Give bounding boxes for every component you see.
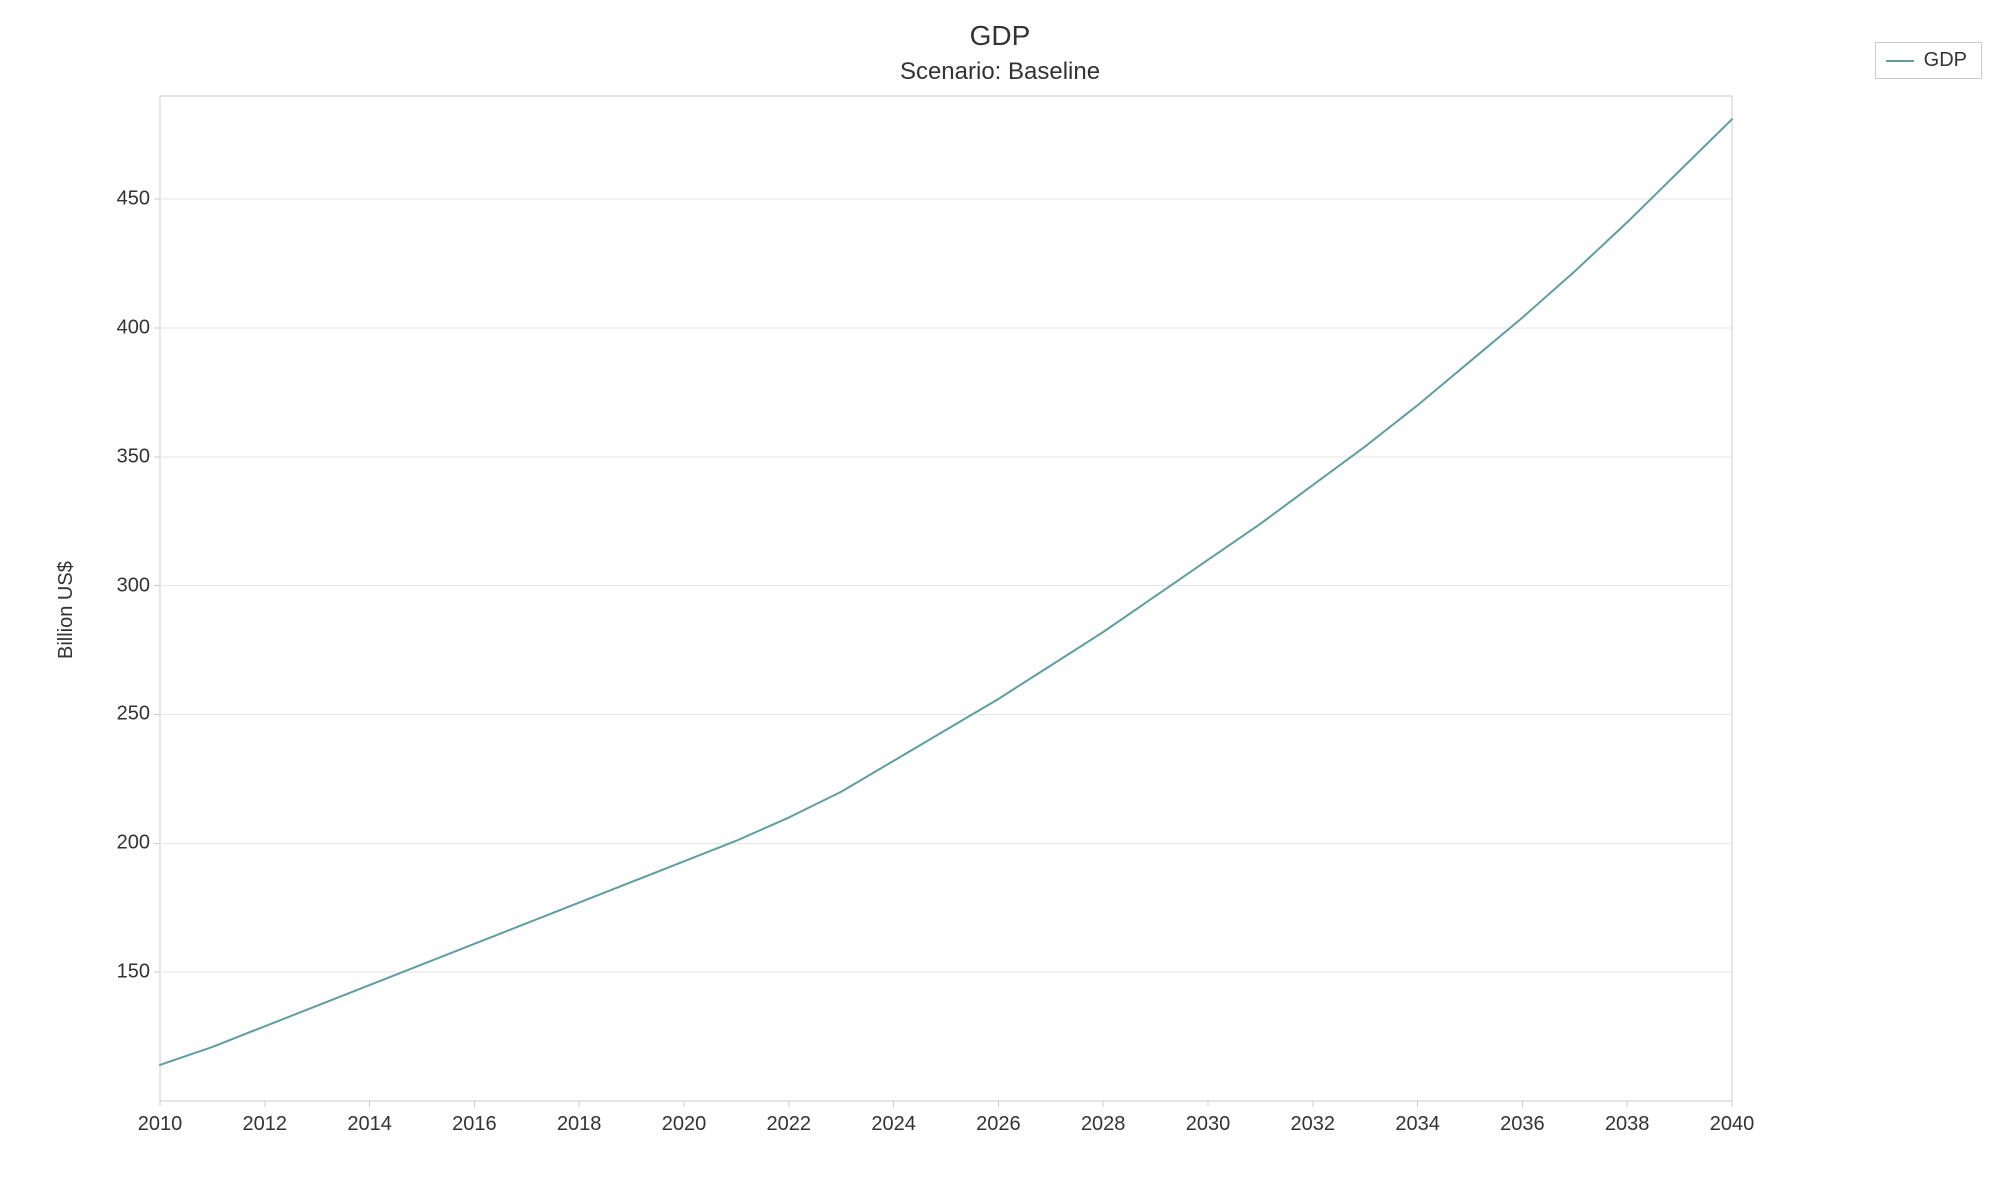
y-tick-label: 400 bbox=[110, 316, 150, 339]
x-tick-label: 2032 bbox=[1291, 1113, 1336, 1136]
chart-svg bbox=[0, 0, 2000, 1200]
x-tick-label: 2012 bbox=[243, 1113, 288, 1136]
x-tick-label: 2036 bbox=[1500, 1113, 1545, 1136]
x-tick-label: 2010 bbox=[138, 1113, 183, 1136]
y-tick-label: 250 bbox=[110, 703, 150, 726]
x-tick-label: 2022 bbox=[767, 1113, 812, 1136]
y-tick-label: 300 bbox=[110, 574, 150, 597]
x-tick-label: 2026 bbox=[976, 1113, 1021, 1136]
x-tick-label: 2038 bbox=[1605, 1113, 1650, 1136]
x-tick-label: 2018 bbox=[557, 1113, 602, 1136]
x-tick-label: 2020 bbox=[662, 1113, 707, 1136]
x-tick-label: 2024 bbox=[871, 1113, 916, 1136]
x-tick-label: 2028 bbox=[1081, 1113, 1126, 1136]
chart-legend: GDP bbox=[1875, 42, 1982, 79]
y-tick-label: 200 bbox=[110, 832, 150, 855]
x-tick-label: 2014 bbox=[347, 1113, 392, 1136]
y-tick-label: 450 bbox=[110, 188, 150, 211]
legend-swatch bbox=[1886, 60, 1914, 62]
legend-label: GDP bbox=[1924, 49, 1967, 72]
y-tick-label: 350 bbox=[110, 445, 150, 468]
x-tick-label: 2034 bbox=[1395, 1113, 1440, 1136]
x-tick-label: 2030 bbox=[1186, 1113, 1231, 1136]
y-tick-label: 150 bbox=[110, 961, 150, 984]
gdp-line-chart: GDP Scenario: Baseline Billion US$ 20102… bbox=[0, 0, 2000, 1200]
x-tick-label: 2016 bbox=[452, 1113, 497, 1136]
x-tick-label: 2040 bbox=[1710, 1113, 1755, 1136]
